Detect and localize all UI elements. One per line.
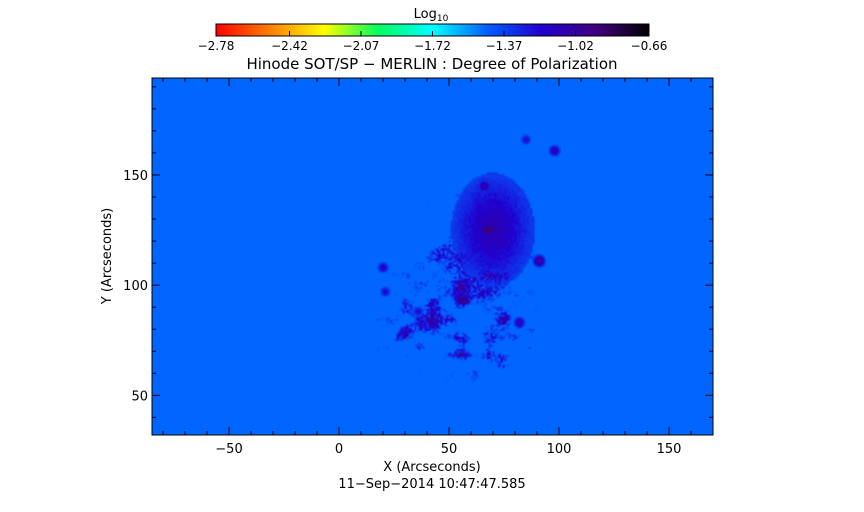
chart-title: Hinode SOT/SP − MERLIN : Degree of Polar… bbox=[246, 55, 617, 73]
colorbar-tick-label: −1.02 bbox=[557, 39, 594, 53]
y-tick-label: 100 bbox=[123, 279, 148, 294]
colorbar-tick-label: −1.37 bbox=[486, 39, 523, 53]
colorbar-tick-label: −2.78 bbox=[198, 39, 235, 53]
y-tick-label: 50 bbox=[131, 389, 148, 404]
x-tick-label: 50 bbox=[441, 442, 458, 457]
polarization-map bbox=[152, 78, 713, 435]
y-tick-label: 150 bbox=[123, 169, 148, 184]
x-tick-label: 150 bbox=[657, 442, 682, 457]
y-axis-label: Y (Arcseconds) bbox=[100, 208, 115, 305]
x-tick-label: 100 bbox=[547, 442, 572, 457]
colorbar-tick-label: −0.66 bbox=[631, 39, 668, 53]
plot-area bbox=[152, 78, 713, 435]
plot-frame bbox=[151, 77, 714, 436]
x-axis: −50 0 50 100 150 bbox=[162, 78, 714, 457]
x-axis-label: X (Arcseconds) bbox=[383, 460, 480, 475]
timestamp: 11−Sep−2014 10:47:47.585 bbox=[338, 477, 525, 492]
x-tick-label: 0 bbox=[335, 442, 343, 457]
y-axis: 50 100 150 bbox=[123, 86, 713, 418]
colorbar-label: Log10 bbox=[414, 7, 449, 24]
colorbar-tick-label: −2.07 bbox=[343, 39, 380, 53]
colorbar-tick-label: −2.42 bbox=[271, 39, 308, 53]
colorbar-tick-label: −1.72 bbox=[414, 39, 451, 53]
x-tick-label: −50 bbox=[215, 442, 242, 457]
colorbar-ticks: −2.78 −2.42 −2.07 −1.72 −1.37 −1.02 −0.66 bbox=[198, 31, 668, 53]
